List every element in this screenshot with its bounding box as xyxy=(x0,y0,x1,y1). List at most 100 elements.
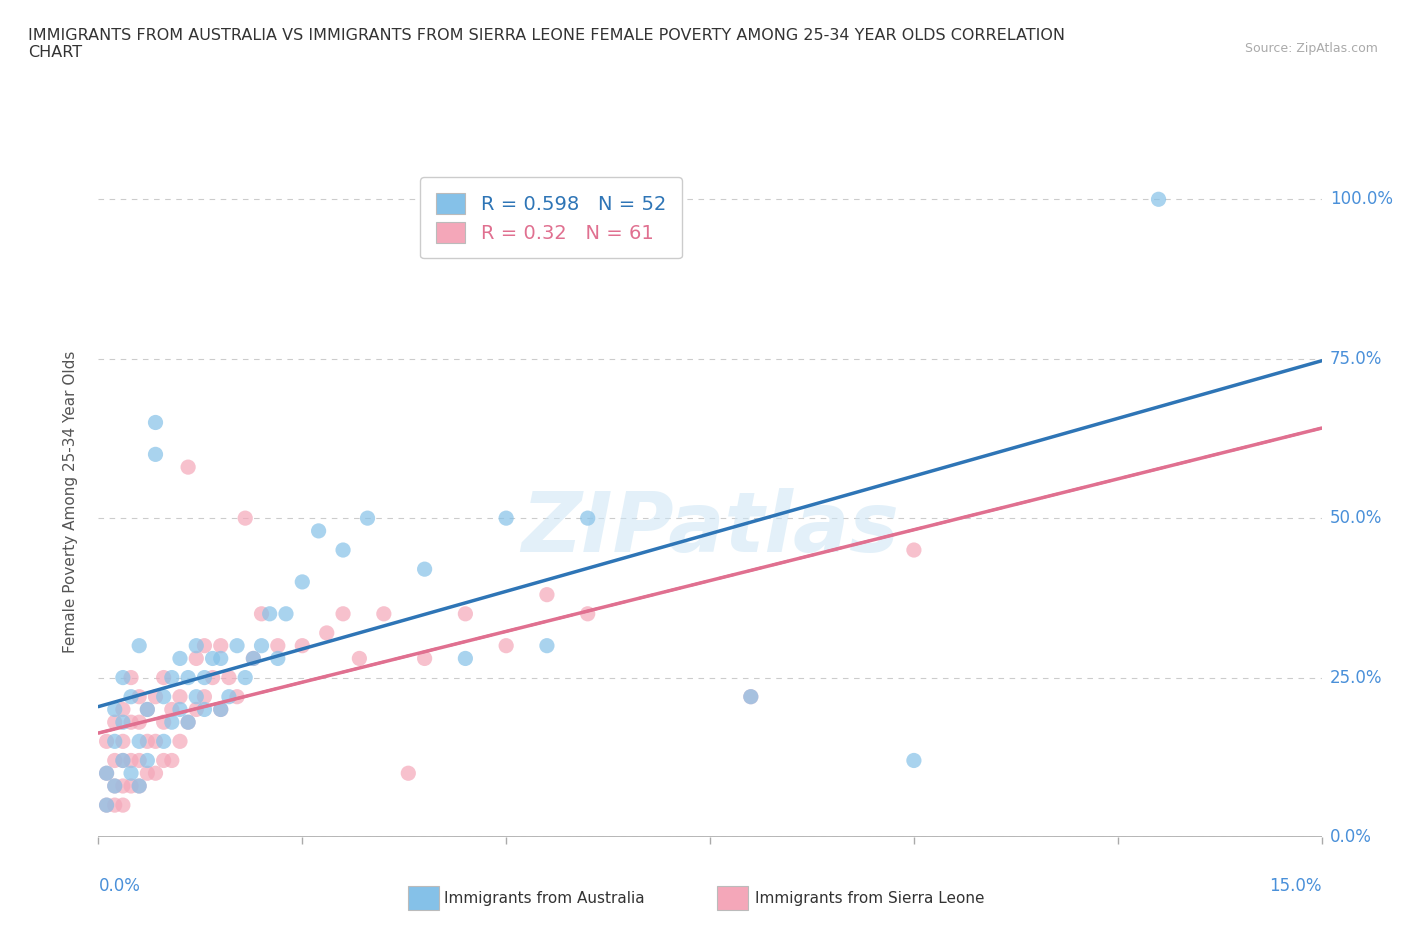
Point xyxy=(1147,192,1170,206)
Point xyxy=(111,671,134,685)
Point xyxy=(128,778,150,793)
Point xyxy=(218,689,240,704)
Point xyxy=(209,702,232,717)
Point xyxy=(152,689,174,704)
Text: Immigrants from Australia: Immigrants from Australia xyxy=(444,891,645,906)
Point xyxy=(160,702,183,717)
Point xyxy=(332,542,354,557)
Text: Source: ZipAtlas.com: Source: ZipAtlas.com xyxy=(1244,42,1378,55)
Point xyxy=(332,606,354,621)
Text: Immigrants from Sierra Leone: Immigrants from Sierra Leone xyxy=(755,891,984,906)
Point xyxy=(111,753,134,768)
Point xyxy=(193,638,215,653)
Point xyxy=(136,753,159,768)
Point xyxy=(104,734,127,749)
Point xyxy=(145,734,167,749)
Point xyxy=(242,651,264,666)
Point xyxy=(274,606,297,621)
Point xyxy=(177,671,200,685)
Point xyxy=(177,715,200,730)
Point xyxy=(104,798,127,813)
Text: 100.0%: 100.0% xyxy=(1330,191,1393,208)
Point xyxy=(104,778,127,793)
Point xyxy=(96,734,118,749)
Point xyxy=(145,415,167,430)
Point xyxy=(128,638,150,653)
Point xyxy=(136,765,159,780)
Point xyxy=(169,651,191,666)
Point xyxy=(111,715,134,730)
Point xyxy=(128,734,150,749)
Point xyxy=(413,562,436,577)
Point xyxy=(349,651,371,666)
Point xyxy=(454,651,477,666)
Y-axis label: Female Poverty Among 25-34 Year Olds: Female Poverty Among 25-34 Year Olds xyxy=(63,351,77,654)
Point xyxy=(259,606,281,621)
Point xyxy=(120,689,142,704)
Point xyxy=(740,689,762,704)
Point xyxy=(186,689,208,704)
Point xyxy=(104,702,127,717)
Point xyxy=(96,798,118,813)
Point xyxy=(218,671,240,685)
Point xyxy=(152,734,174,749)
Point xyxy=(250,606,273,621)
Point xyxy=(291,638,314,653)
Point xyxy=(177,715,200,730)
Point xyxy=(169,734,191,749)
Point xyxy=(120,753,142,768)
Point xyxy=(111,734,134,749)
Point xyxy=(356,511,378,525)
Text: 50.0%: 50.0% xyxy=(1330,509,1382,527)
Point xyxy=(209,702,232,717)
Text: 75.0%: 75.0% xyxy=(1330,350,1382,367)
Point xyxy=(291,575,314,590)
Point xyxy=(576,606,599,621)
Point xyxy=(96,765,118,780)
Point xyxy=(250,638,273,653)
Point xyxy=(111,778,134,793)
Point xyxy=(120,671,142,685)
Point xyxy=(226,689,249,704)
Point xyxy=(104,778,127,793)
Point xyxy=(267,651,290,666)
Point xyxy=(169,689,191,704)
Point xyxy=(536,587,558,602)
Point xyxy=(454,606,477,621)
Point xyxy=(128,715,150,730)
Point xyxy=(315,626,337,641)
Point xyxy=(536,638,558,653)
Point xyxy=(308,524,330,538)
Point xyxy=(120,715,142,730)
Point xyxy=(396,765,419,780)
Point xyxy=(903,753,925,768)
Point xyxy=(136,702,159,717)
Point xyxy=(96,765,118,780)
Point xyxy=(226,638,249,653)
Point xyxy=(111,753,134,768)
Point xyxy=(201,671,224,685)
Text: 0.0%: 0.0% xyxy=(98,877,141,896)
Point xyxy=(152,715,174,730)
Point xyxy=(495,638,517,653)
Legend: R = 0.598   N = 52, R = 0.32   N = 61: R = 0.598 N = 52, R = 0.32 N = 61 xyxy=(420,177,682,259)
Point xyxy=(740,689,762,704)
Point xyxy=(193,702,215,717)
Text: ZIPatlas: ZIPatlas xyxy=(522,488,898,569)
Point xyxy=(186,638,208,653)
Point xyxy=(136,734,159,749)
Text: 0.0%: 0.0% xyxy=(1330,828,1372,846)
Point xyxy=(160,753,183,768)
Point xyxy=(111,702,134,717)
Point xyxy=(136,702,159,717)
Point xyxy=(209,651,232,666)
Point xyxy=(128,778,150,793)
Point xyxy=(145,765,167,780)
Point xyxy=(193,671,215,685)
Point xyxy=(177,459,200,474)
Point xyxy=(104,715,127,730)
Point xyxy=(267,638,290,653)
Point xyxy=(413,651,436,666)
Point xyxy=(186,651,208,666)
Point xyxy=(233,671,256,685)
